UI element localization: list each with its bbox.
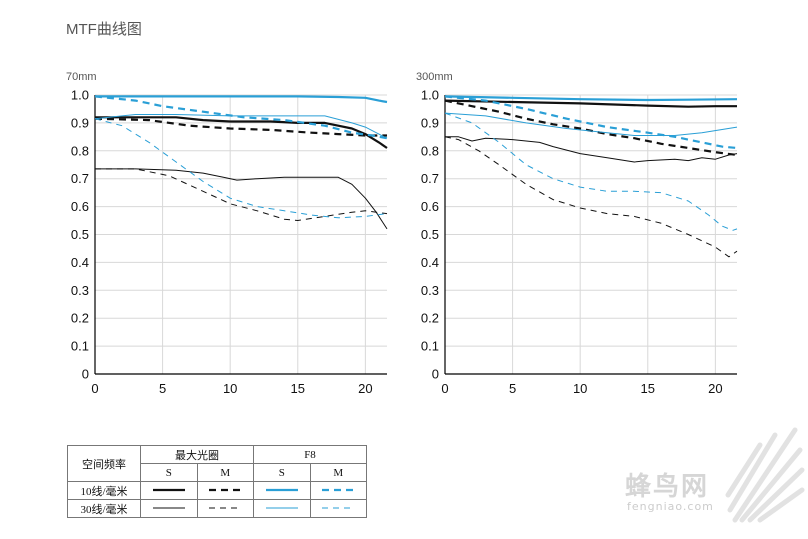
y-tick-label-300mm: 1.0 — [421, 88, 439, 103]
series-line-70mm-10-f8-S — [95, 95, 388, 104]
series-line-70mm-30-wide-S — [95, 168, 388, 230]
legend-swatch-30-f8-s — [253, 499, 311, 518]
y-tick-label-70mm: 0.3 — [71, 283, 89, 298]
legend-swatch-30-f8-m — [309, 499, 367, 518]
legend-col-s-wide: S — [140, 463, 198, 482]
legend-group-wide: 最大光圈 — [140, 445, 254, 464]
legend-swatch-10-wide-s — [140, 481, 198, 500]
y-tick-label-300mm: 0.4 — [421, 255, 439, 270]
series-line-70mm-30-f8-S — [94, 114, 388, 139]
series-line-300mm-30-wide-S — [445, 136, 738, 163]
y-tick-label-70mm: 1.0 — [71, 88, 89, 103]
page-title: MTF曲线图 — [66, 21, 142, 38]
series-line-300mm-30-f8-S — [444, 112, 738, 136]
watermark-logo-text: 蜂鸟网 — [625, 472, 710, 502]
legend-swatch-10-f8-s — [253, 481, 311, 500]
y-tick-label-300mm: 0.9 — [421, 115, 439, 130]
series-line-70mm-10-f8-M — [94, 95, 388, 140]
y-tick-label-300mm: 0.6 — [421, 199, 439, 214]
legend-col-m-f8: M — [309, 463, 367, 482]
y-tick-label-70mm: 0.7 — [71, 171, 89, 186]
y-tick-label-70mm: 0.9 — [71, 115, 89, 130]
y-tick-label-300mm: 0.2 — [421, 311, 439, 326]
series-line-300mm-30-f8-M — [444, 112, 738, 231]
y-tick-label-300mm: 0.1 — [421, 339, 439, 354]
series-line-300mm-10-f8-M — [444, 95, 738, 150]
watermark-feather-icon — [725, 427, 805, 523]
legend-col-m-wide: M — [196, 463, 254, 482]
series-line-300mm-10-f8-S — [444, 95, 738, 102]
y-tick-label-70mm: 0.2 — [71, 311, 89, 326]
y-tick-label-300mm: 0.5 — [421, 227, 439, 242]
watermark-url: fengniao.com — [627, 500, 714, 513]
y-tick-label-300mm: 0.7 — [421, 171, 439, 186]
y-tick-label-300mm: 0.8 — [421, 143, 439, 158]
x-tick-label-300mm: 0 — [441, 381, 448, 396]
legend-table: 空间频率 最大光圈 F8 S M S M 10线/毫米 30线/毫米 — [67, 445, 367, 518]
x-tick-label-70mm: 5 — [159, 381, 166, 396]
y-tick-label-70mm: 0.6 — [71, 199, 89, 214]
y-tick-label-70mm: 0.8 — [71, 143, 89, 158]
legend-row-10: 10线/毫米 — [67, 481, 141, 500]
series-line-70mm-30-f8-M — [94, 118, 388, 219]
legend-col-s-f8: S — [253, 463, 311, 482]
series-line-300mm-10-wide-M — [444, 99, 738, 157]
legend-group-f8: F8 — [253, 445, 367, 464]
x-tick-label-70mm: 20 — [358, 381, 372, 396]
y-tick-label-70mm: 0.4 — [71, 255, 89, 270]
y-tick-label-70mm: 0.1 — [71, 339, 89, 354]
x-tick-label-70mm: 15 — [291, 381, 305, 396]
legend-swatch-10-wide-m — [196, 481, 254, 500]
chart-title-300mm: 300mm — [416, 71, 453, 83]
chart-title-70mm: 70mm — [66, 71, 97, 83]
y-tick-label-300mm: 0 — [432, 367, 439, 382]
x-tick-label-300mm: 5 — [509, 381, 516, 396]
y-tick-label-70mm: 0.5 — [71, 227, 89, 242]
x-tick-label-300mm: 10 — [573, 381, 587, 396]
series-line-70mm-30-wide-M — [95, 168, 388, 221]
y-tick-label-300mm: 0.3 — [421, 283, 439, 298]
legend-swatch-30-wide-s — [140, 499, 198, 518]
x-tick-label-70mm: 0 — [91, 381, 98, 396]
series-line-300mm-30-wide-M — [444, 136, 738, 258]
legend-swatch-10-f8-m — [309, 481, 367, 500]
legend-row-30: 30线/毫米 — [67, 499, 141, 518]
legend-row-header: 空间频率 — [67, 445, 141, 482]
legend-swatch-30-wide-m — [196, 499, 254, 518]
series-line-70mm-10-wide-S — [95, 116, 388, 149]
y-tick-label-70mm: 0 — [82, 367, 89, 382]
x-tick-label-300mm: 20 — [708, 381, 722, 396]
x-tick-label-70mm: 10 — [223, 381, 237, 396]
x-tick-label-300mm: 15 — [641, 381, 655, 396]
series-line-300mm-10-wide-S — [444, 99, 737, 108]
